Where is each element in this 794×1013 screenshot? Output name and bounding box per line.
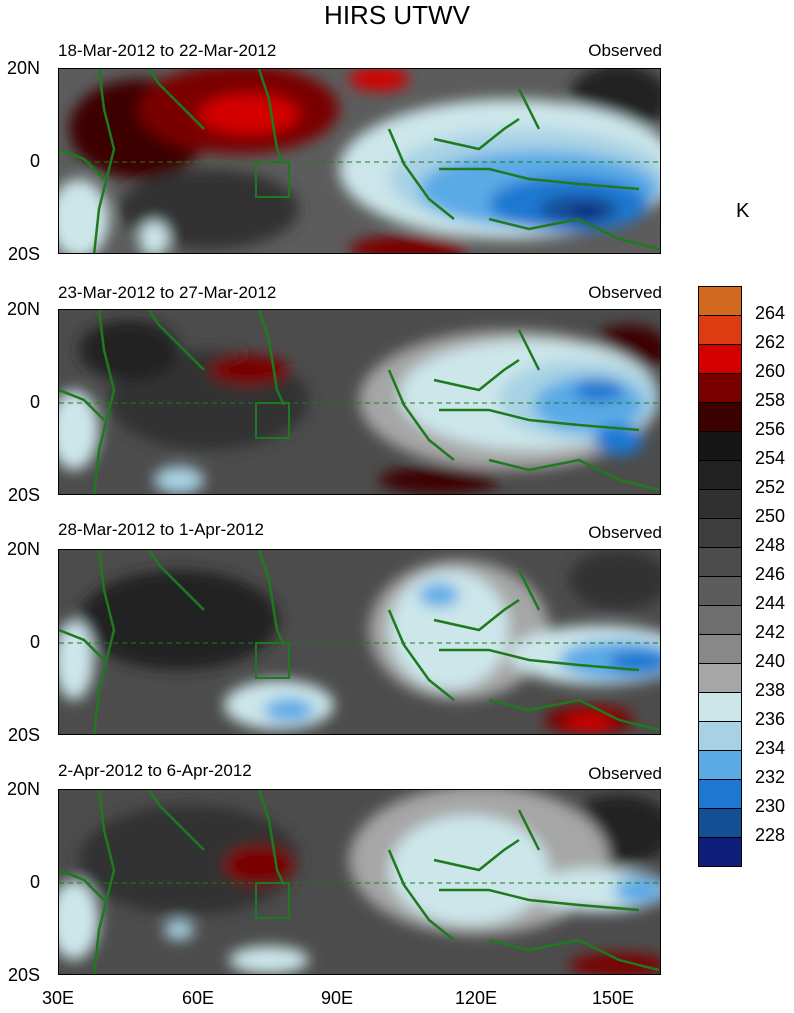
colorbar-swatch [698, 779, 742, 809]
panel-2-label: Observed [588, 283, 662, 302]
colorbar-label: 246 [755, 564, 786, 584]
lat-tick-20s: 20S [7, 965, 40, 985]
lon-tick-90e: 90E [320, 988, 354, 1008]
panel-1-label: Observed [588, 41, 662, 60]
panel-4-date-range: 2-Apr-2012 to 6-Apr-2012 [58, 761, 252, 780]
colorbar-label: 228 [755, 825, 786, 845]
colorbar-label: 262 [755, 332, 786, 352]
colorbar-label: 242 [755, 622, 786, 642]
colorbar-swatch [698, 518, 742, 548]
colorbar-label: 254 [755, 448, 786, 468]
lon-tick-60e: 60E [181, 988, 215, 1008]
panel-2-date-range: 23-Mar-2012 to 27-Mar-2012 [58, 283, 277, 302]
colorbar-unit: K [736, 200, 750, 222]
colorbar-label: 258 [755, 390, 786, 410]
map-panel-2 [58, 309, 661, 495]
lon-tick-150e: 150E [591, 988, 635, 1008]
colorbar-swatch [698, 692, 742, 722]
lat-tick-0: 0 [29, 872, 40, 892]
colorbar-label: 240 [755, 651, 786, 671]
figure-title: HIRS UTWV [324, 0, 470, 30]
colorbar-swatch [698, 605, 742, 635]
lat-tick-20n: 20N [6, 299, 40, 319]
colorbar-label: 256 [755, 419, 786, 439]
colorbar-label: 260 [755, 361, 786, 381]
lat-tick-20s: 20S [7, 485, 40, 505]
colorbar-label: 238 [755, 680, 786, 700]
map-panel-3 [58, 549, 661, 735]
colorbar-swatch [698, 489, 742, 519]
colorbar-swatch [698, 315, 742, 345]
colorbar-swatch [698, 286, 742, 316]
lat-tick-20s: 20S [7, 244, 40, 264]
colorbar-label: 230 [755, 796, 786, 816]
colorbar-swatch [698, 373, 742, 403]
colorbar-swatch [698, 576, 742, 606]
colorbar-label: 250 [755, 506, 786, 526]
colorbar-label: 232 [755, 767, 786, 787]
lon-tick-30e: 30E [41, 988, 75, 1008]
colorbar-swatch [698, 344, 742, 374]
panel-4-label: Observed [588, 764, 662, 783]
panel-3-date-range: 28-Mar-2012 to 1-Apr-2012 [58, 520, 265, 539]
colorbar [698, 286, 742, 867]
colorbar-swatch [698, 460, 742, 490]
panel-3-label: Observed [588, 523, 662, 542]
lon-tick-120e: 120E [454, 988, 498, 1008]
colorbar-label: 244 [755, 593, 786, 613]
colorbar-swatch [698, 431, 742, 461]
map-panel-1 [58, 68, 661, 254]
lat-tick-20n: 20N [6, 779, 40, 799]
colorbar-swatch [698, 750, 742, 780]
colorbar-label: 252 [755, 477, 786, 497]
colorbar-swatch [698, 634, 742, 664]
lat-tick-0: 0 [29, 632, 40, 652]
lat-tick-0: 0 [29, 151, 40, 171]
lat-tick-20s: 20S [7, 725, 40, 745]
colorbar-swatch [698, 663, 742, 693]
lat-tick-0: 0 [29, 392, 40, 412]
colorbar-swatch [698, 721, 742, 751]
colorbar-label: 264 [755, 303, 786, 323]
map-panel-4 [58, 789, 661, 975]
lat-tick-20n: 20N [6, 539, 40, 559]
colorbar-label: 248 [755, 535, 786, 555]
colorbar-swatch [698, 837, 742, 867]
colorbar-label: 236 [755, 709, 786, 729]
lat-tick-20n: 20N [6, 58, 40, 78]
panel-1-date-range: 18-Mar-2012 to 22-Mar-2012 [58, 41, 277, 60]
colorbar-swatch [698, 547, 742, 577]
colorbar-swatch [698, 808, 742, 838]
colorbar-label: 234 [755, 738, 786, 758]
colorbar-swatch [698, 402, 742, 432]
